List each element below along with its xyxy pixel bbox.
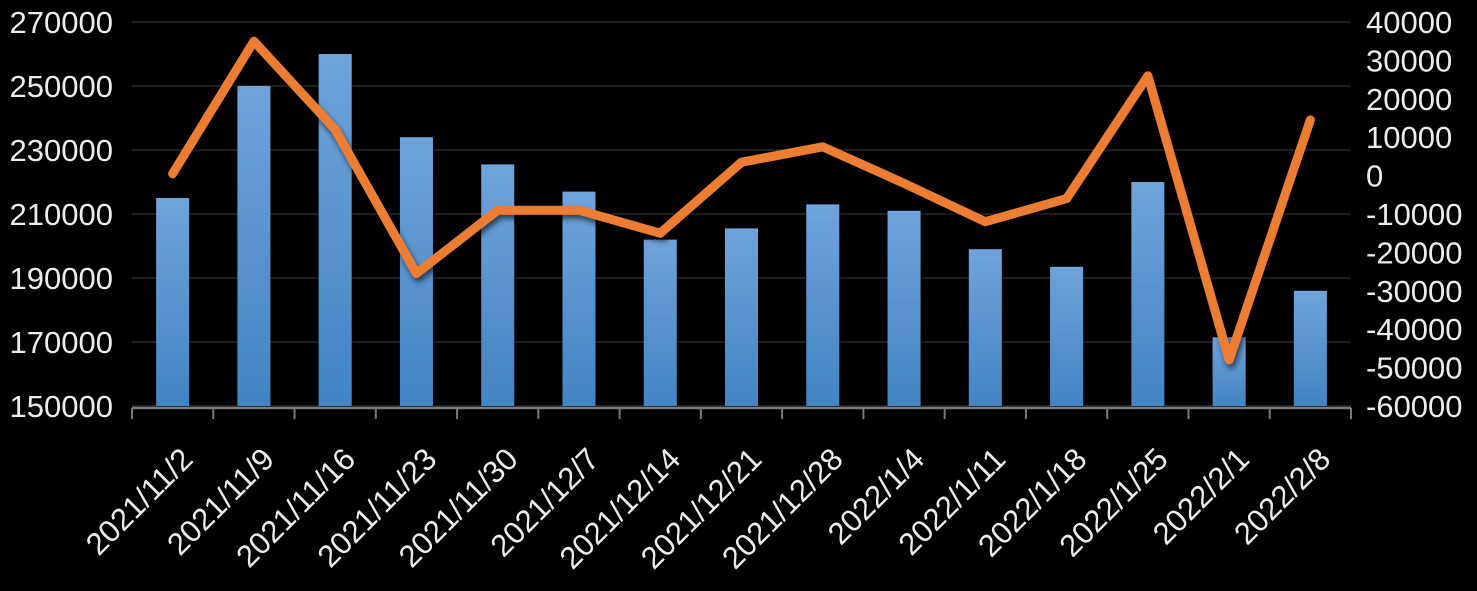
bar-2021-12-7[interactable] [562,191,596,406]
bar-2021-12-14[interactable] [643,239,677,406]
bar-2021-12-28[interactable] [806,204,840,406]
right-axis-label: -60000 [1366,389,1463,424]
right-axis-label: 40000 [1366,5,1452,40]
left-axis-labels: 270000 250000 230000 210000 190000 170000 1500… [10,5,113,424]
left-axis-label: 250000 [10,69,113,104]
x-axis-ticks [131,408,1352,419]
right-axis-label: -20000 [1366,235,1463,270]
right-axis-label: 10000 [1366,120,1452,155]
left-axis-label: 230000 [10,133,113,168]
bar-2021-11-2[interactable] [156,198,190,406]
right-axis-label: -10000 [1366,197,1463,232]
bar-series[interactable] [156,54,1327,406]
left-axis-label: 270000 [10,5,113,40]
left-axis-label: 150000 [10,389,113,424]
right-axis-label: -50000 [1366,351,1463,386]
bar-2022-1-25[interactable] [1131,182,1165,406]
left-axis-label: 170000 [10,325,113,360]
bar-2022-2-8[interactable] [1293,290,1327,406]
left-axis-label: 210000 [10,197,113,232]
bar-2022-1-4[interactable] [887,210,921,406]
right-axis-label: -40000 [1366,312,1463,347]
bar-2021-11-30[interactable] [481,164,515,406]
bar-2021-12-21[interactable] [725,228,758,406]
bar-2021-11-16[interactable] [318,54,352,406]
line-series[interactable] [168,36,1315,365]
right-axis-label: 0 [1366,159,1383,194]
bar-2022-1-11[interactable] [968,249,1002,406]
bar-2021-11-9[interactable] [237,86,271,406]
right-axis-label: 20000 [1366,82,1452,117]
left-axis-label: 190000 [10,261,113,296]
right-axis-labels: 400003000020000100000-10000-20000-30000-… [1366,5,1463,424]
right-axis-label: 30000 [1366,43,1452,78]
bar-2022-1-18[interactable] [1050,266,1084,406]
right-axis-label: -30000 [1366,274,1463,309]
